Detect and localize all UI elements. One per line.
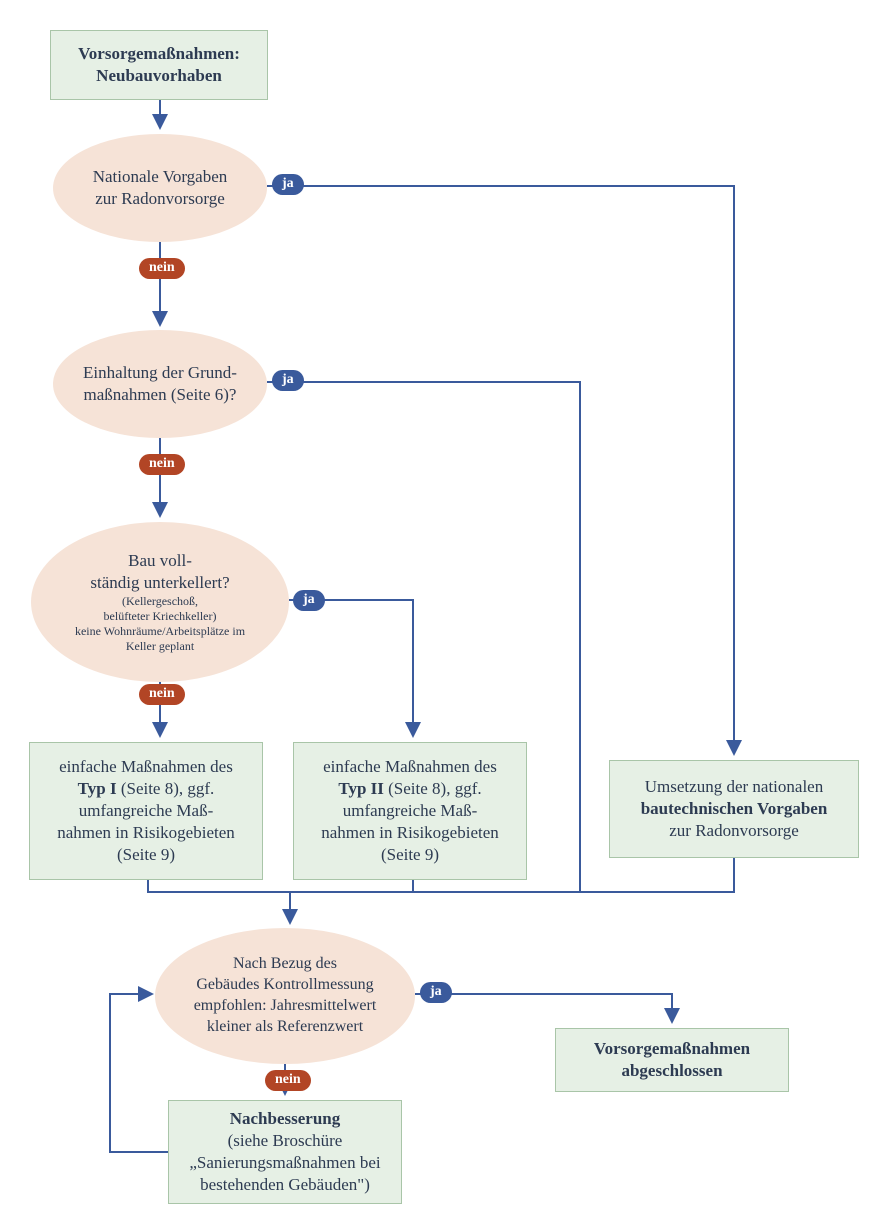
typ1-l4: nahmen in Risikogebieten (57, 822, 235, 844)
typ2-l4: nahmen in Risikogebieten (321, 822, 499, 844)
nachbesserung-l4: bestehenden Gebäuden") (200, 1174, 370, 1196)
node-kontroll: Nach Bezug des Gebäudes Kontrollmessung … (155, 928, 415, 1064)
node-national: Nationale Vorgaben zur Radonvorsorge (53, 134, 267, 242)
typ2-l5: (Seite 9) (381, 844, 439, 866)
node-grundmass: Einhaltung der Grund- maßnahmen (Seite 6… (53, 330, 267, 438)
nachbesserung-l1: Nachbesserung (230, 1108, 341, 1130)
node-unterkellert: Bau voll- ständig unterkellert? (Kellerg… (31, 522, 289, 682)
node-typ1: einfache Maßnahmen des Typ I (Seite 8), … (29, 742, 263, 880)
typ2-l3: umfangreiche Maß- (343, 800, 478, 822)
badge-ja-3: ja (293, 590, 325, 611)
badge-ja-1: ja (272, 174, 304, 195)
unterkellert-line1: Bau voll- (128, 550, 192, 572)
kontroll-line3: empfohlen: Jahresmittelwert (194, 996, 377, 1017)
node-nachbesserung: Nachbesserung (siehe Broschüre „Sanierun… (168, 1100, 402, 1204)
typ1-l1: einfache Maßnahmen des (59, 756, 233, 778)
typ2-l2: Typ II (Seite 8), ggf. (338, 778, 481, 800)
umsetzung-l3: zur Radonvorsorge (669, 820, 799, 842)
typ1-l5: (Seite 9) (117, 844, 175, 866)
umsetzung-l2: bautechnischen Vorgaben (641, 798, 828, 820)
node-umsetzung: Umsetzung der nationalen bautechnischen … (609, 760, 859, 858)
start-line1: Vorsorgemaßnahmen: (78, 43, 240, 65)
national-line2: zur Radonvorsorge (95, 188, 225, 210)
grundmass-line2: maßnahmen (Seite 6)? (84, 384, 237, 406)
flowchart-root: Vorsorgemaßnahmen: Neubauvorhaben Nation… (0, 0, 889, 1212)
unterkellert-line2: ständig unterkellert? (90, 572, 229, 594)
badge-nein-1: nein (139, 258, 185, 279)
kontroll-line1: Nach Bezug des (233, 954, 337, 975)
umsetzung-l1: Umsetzung der nationalen (645, 776, 823, 798)
badge-ja-4: ja (420, 982, 452, 1003)
typ2-l1: einfache Maßnahmen des (323, 756, 497, 778)
abgeschlossen-line1: Vorsorgemaßnahmen (594, 1038, 750, 1060)
grundmass-line1: Einhaltung der Grund- (83, 362, 237, 384)
node-abgeschlossen: Vorsorgemaßnahmen abgeschlossen (555, 1028, 789, 1092)
badge-ja-2: ja (272, 370, 304, 391)
kontroll-line2: Gebäudes Kontrollmessung (196, 975, 373, 996)
unterkellert-sub4: Keller geplant (126, 639, 194, 654)
unterkellert-sub2: belüfteter Kriechkeller) (104, 609, 217, 624)
nachbesserung-l3: „Sanierungsmaßnahmen bei (189, 1152, 380, 1174)
nachbesserung-l2: (siehe Broschüre (228, 1130, 343, 1152)
badge-nein-2: nein (139, 454, 185, 475)
unterkellert-sub1: (Kellergeschoß, (122, 594, 198, 609)
start-line2: Neubauvorhaben (96, 65, 222, 87)
typ1-l3: umfangreiche Maß- (79, 800, 214, 822)
national-line1: Nationale Vorgaben (93, 166, 228, 188)
typ1-l2: Typ I (Seite 8), ggf. (78, 778, 215, 800)
badge-nein-3: nein (139, 684, 185, 705)
badge-nein-4: nein (265, 1070, 311, 1091)
node-start: Vorsorgemaßnahmen: Neubauvorhaben (50, 30, 268, 100)
node-typ2: einfache Maßnahmen des Typ II (Seite 8),… (293, 742, 527, 880)
kontroll-line4: kleiner als Referenzwert (207, 1017, 363, 1038)
abgeschlossen-line2: abgeschlossen (621, 1060, 722, 1082)
unterkellert-sub3: keine Wohnräume/Arbeitsplätze im (75, 624, 245, 639)
